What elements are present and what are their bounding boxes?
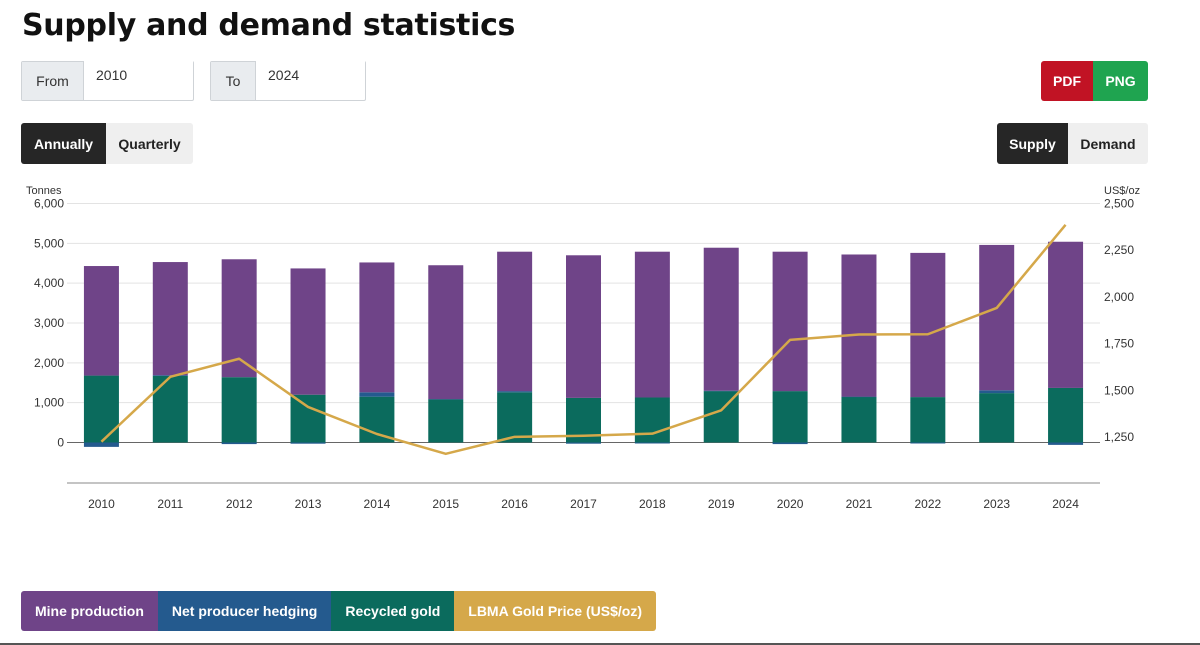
bar-recycled-gold	[359, 396, 395, 443]
annually-button[interactable]: Annually	[21, 123, 106, 164]
bar-recycled-gold	[428, 399, 464, 443]
bar-net-producer-hedging	[703, 390, 739, 392]
x-tick-label: 2022	[914, 497, 941, 511]
bar-mine-production	[772, 251, 808, 392]
bar-mine-production	[841, 254, 877, 397]
bar-net-producer-hedging	[428, 399, 464, 400]
x-tick-label: 2014	[364, 497, 391, 511]
bar-mine-production	[152, 262, 188, 376]
lbma-price-line	[100, 223, 1067, 456]
y2-tick-label: 1,500	[1104, 383, 1134, 397]
bar-recycled-gold	[910, 397, 946, 443]
bar-recycled-gold	[634, 397, 670, 443]
bar-mine-production	[910, 252, 946, 398]
legend-lbma-gold-price[interactable]: LBMA Gold Price (US$/oz)	[454, 591, 656, 631]
bar-net-producer-hedging	[566, 442, 601, 444]
export-pdf-button[interactable]: PDF	[1041, 61, 1093, 101]
bar-net-producer-hedging	[497, 391, 533, 393]
bar-recycled-gold	[290, 394, 326, 443]
y-tick-label: 2,000	[34, 356, 64, 370]
to-label: To	[211, 62, 256, 100]
bar-net-producer-hedging	[772, 442, 808, 445]
bar-net-producer-hedging	[290, 442, 326, 444]
y-tick-label: 3,000	[34, 316, 64, 330]
y-tick-label: 0	[57, 436, 64, 450]
bar-mine-production	[497, 251, 533, 392]
bar-mine-production	[566, 255, 601, 398]
bar-mine-production	[290, 268, 326, 395]
supply-chart: 0 1,000 2,000 3,000 4,000 5,000 6,000 1,250 1,50…	[26, 185, 1140, 511]
bar-net-producer-hedging	[359, 392, 395, 397]
x-tick-label: 2023	[983, 497, 1010, 511]
bar-net-producer-hedging	[1048, 442, 1084, 445]
legend-net-producer-hedging[interactable]: Net producer hedging	[157, 591, 332, 631]
y2-tick-label: 1,250	[1104, 430, 1134, 444]
bar-mine-production	[979, 244, 1015, 391]
bar-recycled-gold	[83, 375, 119, 443]
x-tick-label: 2017	[570, 497, 597, 511]
bar-recycled-gold	[497, 392, 533, 443]
bottom-divider	[0, 643, 1200, 645]
bar-net-producer-hedging	[221, 442, 257, 445]
bar-mine-production	[634, 251, 670, 398]
demand-button[interactable]: Demand	[1068, 123, 1148, 164]
bar-mine-production	[1048, 241, 1084, 388]
from-year-group: From	[21, 56, 194, 101]
y-tick-label: 4,000	[34, 276, 64, 290]
x-tick-label: 2015	[432, 497, 459, 511]
from-year-input[interactable]	[84, 56, 193, 94]
y-axis-title: Tonnes	[26, 185, 62, 197]
y-tick-label: 6,000	[34, 197, 64, 211]
period-toggle: Annually Quarterly	[21, 123, 193, 164]
bar-recycled-gold	[1048, 387, 1084, 443]
y-tick-label: 5,000	[34, 236, 64, 250]
bar-mine-production	[83, 266, 119, 376]
to-year-input[interactable]	[256, 56, 365, 94]
x-tick-label: 2016	[501, 497, 528, 511]
quarterly-button[interactable]: Quarterly	[106, 123, 193, 164]
x-tick-label: 2024	[1052, 497, 1079, 511]
x-tick-label: 2021	[846, 497, 873, 511]
bar-net-producer-hedging	[841, 396, 877, 398]
bar-net-producer-hedging	[634, 442, 670, 444]
bar-recycled-gold	[979, 393, 1015, 443]
y2-tick-label: 2,500	[1104, 197, 1134, 211]
supply-button[interactable]: Supply	[997, 123, 1068, 164]
export-png-button[interactable]: PNG	[1093, 61, 1148, 101]
view-toggle: Supply Demand	[997, 123, 1148, 164]
x-tick-label: 2011	[157, 497, 183, 511]
page-title: Supply and demand statistics	[22, 8, 516, 43]
x-tick-label: 2020	[777, 497, 804, 511]
y2-tick-label: 1,750	[1104, 337, 1134, 351]
bar-mine-production	[428, 265, 464, 400]
bar-recycled-gold	[152, 375, 188, 443]
x-tick-label: 2010	[88, 497, 115, 511]
bar-recycled-gold	[221, 377, 257, 443]
from-label: From	[22, 62, 84, 100]
x-tick-label: 2012	[226, 497, 253, 511]
legend-recycled-gold[interactable]: Recycled gold	[331, 591, 455, 631]
bar-net-producer-hedging	[83, 442, 119, 447]
bar-net-producer-hedging	[979, 390, 1015, 394]
bar-recycled-gold	[772, 391, 808, 443]
x-tick-label: 2013	[295, 497, 322, 511]
chart-legend: Mine production Net producer hedging Rec…	[21, 591, 656, 631]
y2-tick-label: 2,000	[1104, 290, 1134, 304]
x-tick-label: 2019	[708, 497, 735, 511]
legend-mine-production[interactable]: Mine production	[21, 591, 158, 631]
y2-tick-label: 2,250	[1104, 243, 1134, 257]
to-year-group: To	[210, 56, 366, 101]
x-tick-label: 2018	[639, 497, 666, 511]
bar-recycled-gold	[841, 396, 877, 443]
bar-mine-production	[703, 247, 739, 391]
y-tick-label: 1,000	[34, 396, 64, 410]
bar-net-producer-hedging	[910, 442, 946, 444]
y2-axis-title: US$/oz	[1104, 185, 1140, 197]
bar-mine-production	[359, 262, 395, 393]
